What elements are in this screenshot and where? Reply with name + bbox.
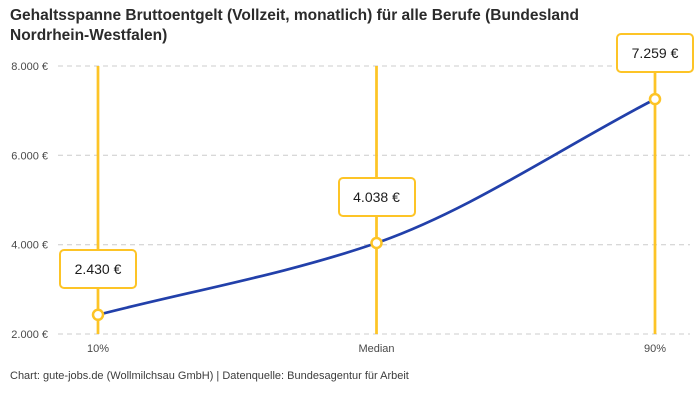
x-tick-10pct: 10% — [87, 343, 109, 355]
chart-attribution: Chart: gute-jobs.de (Wollmilchsau GmbH) … — [10, 370, 409, 382]
y-tick-label-4000: 4.000 € — [11, 240, 48, 252]
y-axis-labels: 2.000 € 4.000 € 6.000 € 8.000 € — [11, 61, 48, 341]
data-point-median[interactable] — [370, 236, 383, 250]
x-tick-median: Median — [358, 343, 394, 355]
value-badge-10pct: 2.430 € — [59, 249, 137, 289]
y-tick-label-6000: 6.000 € — [11, 150, 48, 162]
y-tick-label-2000: 2.000 € — [11, 329, 48, 341]
chart-title: Gehaltsspanne Bruttoentgelt (Vollzeit, m… — [10, 7, 579, 44]
value-badge-median: 4.038 € — [337, 177, 416, 217]
value-badge-90pct: 7.259 € — [616, 33, 694, 73]
x-axis-labels: 10% Median 90% — [87, 343, 666, 355]
y-tick-label-8000: 8.000 € — [11, 61, 48, 73]
data-point-10pct[interactable] — [91, 308, 105, 322]
data-point-90pct[interactable] — [648, 92, 662, 106]
x-tick-90pct: 90% — [644, 343, 666, 355]
